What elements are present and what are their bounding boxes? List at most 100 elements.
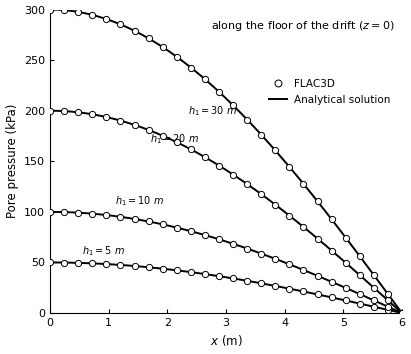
Point <box>342 235 349 240</box>
Point <box>75 9 81 15</box>
Point <box>89 211 96 217</box>
Point <box>145 264 152 270</box>
Point <box>244 117 250 122</box>
Point <box>230 102 236 108</box>
Point <box>173 225 180 230</box>
Point <box>75 260 81 266</box>
Point <box>244 278 250 284</box>
Point <box>328 295 335 300</box>
Text: $h_1 = 5$ m: $h_1 = 5$ m <box>82 245 125 258</box>
Point <box>145 36 152 41</box>
Point <box>216 273 222 279</box>
Point <box>202 154 208 160</box>
Legend: FLAC3D, Analytical solution: FLAC3D, Analytical solution <box>266 75 393 108</box>
Point <box>187 147 194 152</box>
Point <box>145 127 152 133</box>
Point <box>117 262 124 268</box>
Point <box>47 7 53 12</box>
Point <box>131 28 138 34</box>
Point <box>314 273 321 279</box>
Point <box>159 266 166 272</box>
Point <box>159 222 166 227</box>
Point <box>131 263 138 269</box>
Point <box>47 108 53 114</box>
Point <box>272 256 279 262</box>
Point <box>61 209 67 215</box>
Point <box>89 12 96 18</box>
Point <box>103 16 110 22</box>
Point <box>399 310 405 316</box>
Point <box>103 212 110 218</box>
Point <box>244 181 250 187</box>
Point <box>356 291 363 297</box>
Point <box>159 44 166 50</box>
Point <box>328 216 335 222</box>
Point <box>342 260 349 266</box>
Point <box>286 262 293 267</box>
Point <box>356 253 363 259</box>
Y-axis label: Pore pressure (kPa): Pore pressure (kPa) <box>6 104 18 218</box>
Text: along the floor of the drift ($z = 0$): along the floor of the drift ($z = 0$) <box>211 19 395 33</box>
Point <box>145 219 152 224</box>
Point <box>300 267 307 273</box>
Point <box>216 163 222 169</box>
Point <box>286 213 293 218</box>
Point <box>385 304 391 309</box>
Point <box>117 22 124 27</box>
Point <box>286 164 293 170</box>
Point <box>103 261 110 267</box>
Point <box>342 298 349 303</box>
Point <box>47 259 53 265</box>
Point <box>75 210 81 216</box>
Point <box>230 275 236 281</box>
Point <box>370 272 377 278</box>
Point <box>187 228 194 234</box>
Point <box>117 214 124 219</box>
Point <box>202 271 208 277</box>
Point <box>258 132 265 137</box>
Point <box>314 199 321 204</box>
Point <box>202 232 208 238</box>
Point <box>399 310 405 316</box>
Point <box>300 181 307 187</box>
Text: $h_1 = 20$ m: $h_1 = 20$ m <box>150 132 199 146</box>
Point <box>61 7 67 13</box>
Point <box>117 118 124 124</box>
Point <box>173 268 180 273</box>
Point <box>342 285 349 291</box>
Point <box>399 310 405 316</box>
Point <box>187 65 194 70</box>
Point <box>314 292 321 297</box>
Point <box>216 236 222 242</box>
Point <box>258 251 265 256</box>
Text: $h_1 = 10$ m: $h_1 = 10$ m <box>115 194 164 208</box>
Point <box>258 280 265 286</box>
Point <box>258 191 265 197</box>
Point <box>300 224 307 230</box>
Point <box>328 248 335 253</box>
Point <box>230 172 236 177</box>
Point <box>216 89 222 95</box>
Point <box>370 297 377 303</box>
Point <box>356 272 363 278</box>
Point <box>103 114 110 120</box>
Point <box>131 122 138 128</box>
Point <box>159 133 166 138</box>
X-axis label: $x$ (m): $x$ (m) <box>210 333 242 348</box>
Point <box>61 108 67 114</box>
Point <box>61 260 67 266</box>
Point <box>187 269 194 275</box>
Point <box>370 285 377 291</box>
Point <box>272 202 279 207</box>
Point <box>173 139 180 145</box>
Point <box>286 286 293 291</box>
Point <box>272 283 279 289</box>
Point <box>89 112 96 117</box>
Point <box>385 291 391 297</box>
Point <box>356 301 363 306</box>
Point <box>385 297 391 303</box>
Point <box>300 289 307 294</box>
Point <box>272 148 279 153</box>
Point <box>314 236 321 241</box>
Point <box>244 246 250 251</box>
